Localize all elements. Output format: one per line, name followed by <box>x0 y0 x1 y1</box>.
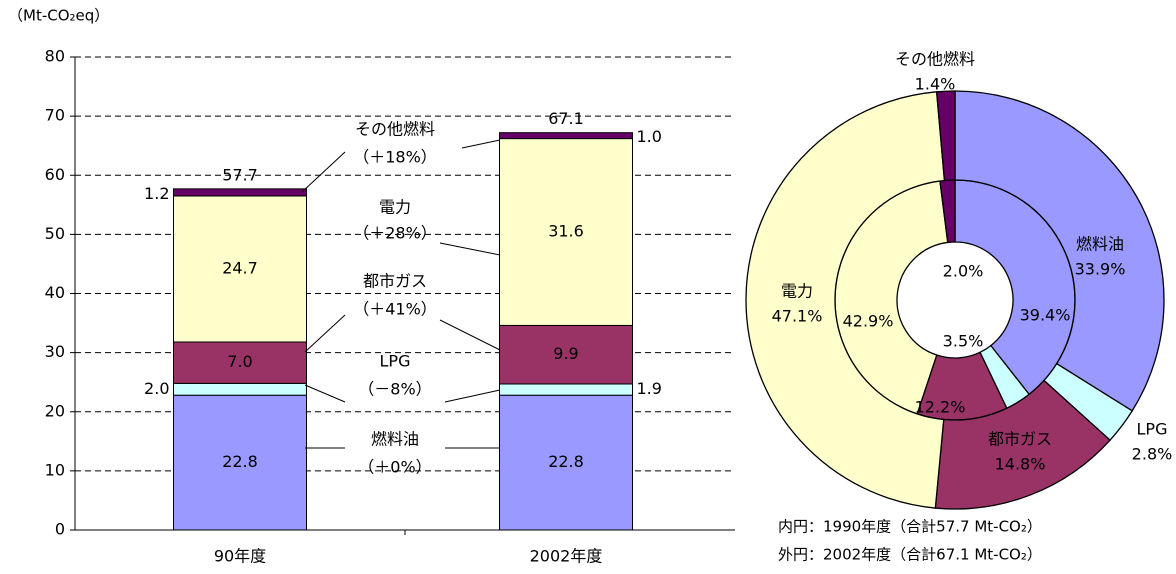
outer-name: 電力 <box>781 282 813 301</box>
bar-segment <box>499 383 633 396</box>
bar-segment <box>499 394 633 531</box>
leader-line <box>304 314 346 353</box>
leader-lines <box>301 139 501 449</box>
data-label: 22.8 <box>222 452 258 471</box>
total-label: 57.7 <box>222 165 258 184</box>
outer-name: LPG <box>1137 420 1168 439</box>
donut-slice <box>954 90 1165 412</box>
donut-slice <box>745 91 946 509</box>
outer-label: 2.8% <box>1132 445 1173 464</box>
leader-line <box>439 319 501 351</box>
series-name: LPG <box>380 352 411 371</box>
bar-segment <box>173 382 307 396</box>
outer-label: 1.4% <box>915 75 956 94</box>
outer-label: 47.1% <box>772 307 823 326</box>
series-change: （＋28%） <box>353 224 437 243</box>
bar-segment <box>173 394 307 531</box>
inner-label: 12.2% <box>915 398 966 417</box>
bar-segment <box>499 324 633 385</box>
series-change: （＋41%） <box>353 300 437 319</box>
x-tick-label: 2002年度 <box>530 547 603 566</box>
bar-segment <box>173 188 307 197</box>
note: 内円：1990年度（合計57.7 Mt-CO₂） <box>778 518 1042 536</box>
y-tick-label: 50 <box>45 224 65 243</box>
leader-line <box>304 384 346 403</box>
y-tick-label: 70 <box>45 106 65 125</box>
data-label: 7.0 <box>227 352 252 371</box>
donut-slice <box>935 90 956 182</box>
y-tick-label: 80 <box>45 47 65 66</box>
y-tick-label: 0 <box>55 520 65 539</box>
series-change: （＋18%） <box>353 148 437 167</box>
y-tick-label: 40 <box>45 283 65 302</box>
y-tick-label: 60 <box>45 165 65 184</box>
y-tick-label: 30 <box>45 342 65 361</box>
leader-line <box>439 242 501 256</box>
data-label: 22.8 <box>548 452 584 471</box>
outer-name: その他燃料 <box>895 50 975 69</box>
y-tick-label: 10 <box>45 460 65 479</box>
series-name: その他燃料 <box>355 120 435 139</box>
data-label: 31.6 <box>548 222 584 241</box>
data-label: 1.0 <box>637 127 662 146</box>
bar-segment <box>173 195 307 343</box>
series-name: 燃料油 <box>371 430 419 449</box>
leader-line <box>461 139 501 149</box>
total-label: 67.1 <box>548 109 584 128</box>
bar-segment <box>499 132 633 140</box>
x-tick-label: 90年度 <box>214 547 266 566</box>
data-label: 24.7 <box>222 258 258 277</box>
note: 外円：2002年度（合計67.1 Mt-CO₂） <box>778 546 1042 564</box>
leader-line <box>444 389 501 403</box>
bar-segment <box>173 341 307 384</box>
series-change: （－8%） <box>358 380 431 399</box>
series-change: （＋0%） <box>358 458 431 477</box>
y-tick-label: 20 <box>45 401 65 420</box>
outer-name: 燃料油 <box>1076 235 1124 254</box>
bar-segment <box>499 138 633 326</box>
inner-label: 3.5% <box>943 332 984 351</box>
y-axis-label: （Mt-CO₂eq） <box>8 7 109 25</box>
outer-label: 14.8% <box>995 455 1046 474</box>
data-label: 1.2 <box>144 184 169 203</box>
inner-label: 39.4% <box>1020 306 1071 325</box>
inner-label: 42.9% <box>843 312 894 331</box>
data-label: 2.0 <box>144 379 169 398</box>
outer-name: 都市ガス <box>988 430 1052 449</box>
data-label: 9.9 <box>553 344 578 363</box>
series-name: 都市ガス <box>363 272 427 291</box>
series-name: 電力 <box>379 198 411 217</box>
inner-label: 2.0% <box>943 262 984 281</box>
data-label: 1.9 <box>637 379 662 398</box>
outer-label: 33.9% <box>1075 260 1126 279</box>
leader-line <box>301 151 346 193</box>
